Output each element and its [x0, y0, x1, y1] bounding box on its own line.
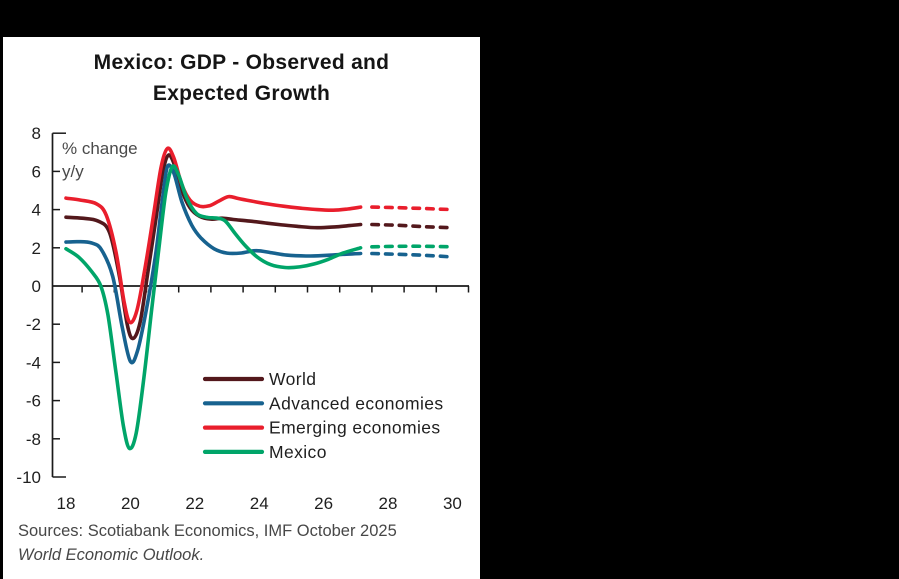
- legend-label-mexico: Mexico: [269, 442, 327, 462]
- chart-title-line1: Mexico: GDP - Observed and: [93, 51, 390, 74]
- y-tick-label: -10: [16, 468, 41, 487]
- series-line-advanced-economies: [64, 163, 363, 365]
- right-black-area: [480, 0, 899, 579]
- source-note: Sources: Scotiabank Economics, IMF Octob…: [18, 520, 397, 567]
- series-line-mexico: [64, 164, 363, 451]
- x-tick-label: 18: [57, 494, 76, 513]
- legend-label-advanced-economies: Advanced economies: [269, 393, 444, 413]
- y-tick-label: 6: [32, 162, 41, 181]
- y-axis-unit-label: % change y/y: [62, 137, 138, 183]
- y-tick-label: -4: [26, 353, 41, 372]
- series-forecast-dashed-world: [370, 222, 455, 230]
- legend-label-emerging-economies: Emerging economies: [269, 418, 441, 438]
- chart-panel: Mexico: GDP - Observed and Expected Grow…: [3, 37, 480, 579]
- y-tick-label: -2: [26, 315, 41, 334]
- series-forecast-dashed-mexico: [370, 244, 455, 249]
- y-tick-label: 2: [32, 239, 41, 258]
- x-tick-label: 26: [314, 494, 333, 513]
- chart-title-line2: Expected Growth: [152, 82, 331, 105]
- legend-label-world: World: [269, 369, 316, 389]
- left-black-strip: [0, 0, 3, 579]
- source-line2: World Economic Outlook.: [18, 545, 205, 564]
- source-line1: Sources: Scotiabank Economics, IMF Octob…: [18, 522, 397, 540]
- series-forecast-dashed-advanced-economies: [370, 251, 455, 259]
- chart-title: Mexico: GDP - Observed and Expected Grow…: [3, 47, 480, 109]
- y-tick-label: -6: [26, 392, 41, 411]
- y-tick-label: 8: [32, 124, 41, 143]
- y-tick-label: 0: [32, 277, 41, 296]
- y-axis-unit-line1: % change: [62, 139, 138, 158]
- y-axis-unit-line2: y/y: [62, 162, 84, 181]
- x-tick-label: 24: [250, 494, 269, 513]
- x-tick-label: 22: [185, 494, 204, 513]
- x-tick-label: 30: [443, 494, 462, 513]
- y-tick-label: 4: [32, 201, 41, 220]
- series-forecast-dashed-emerging-economies: [370, 205, 455, 212]
- x-tick-label: 20: [121, 494, 140, 513]
- x-tick-label: 28: [379, 494, 398, 513]
- y-tick-label: -8: [26, 430, 41, 449]
